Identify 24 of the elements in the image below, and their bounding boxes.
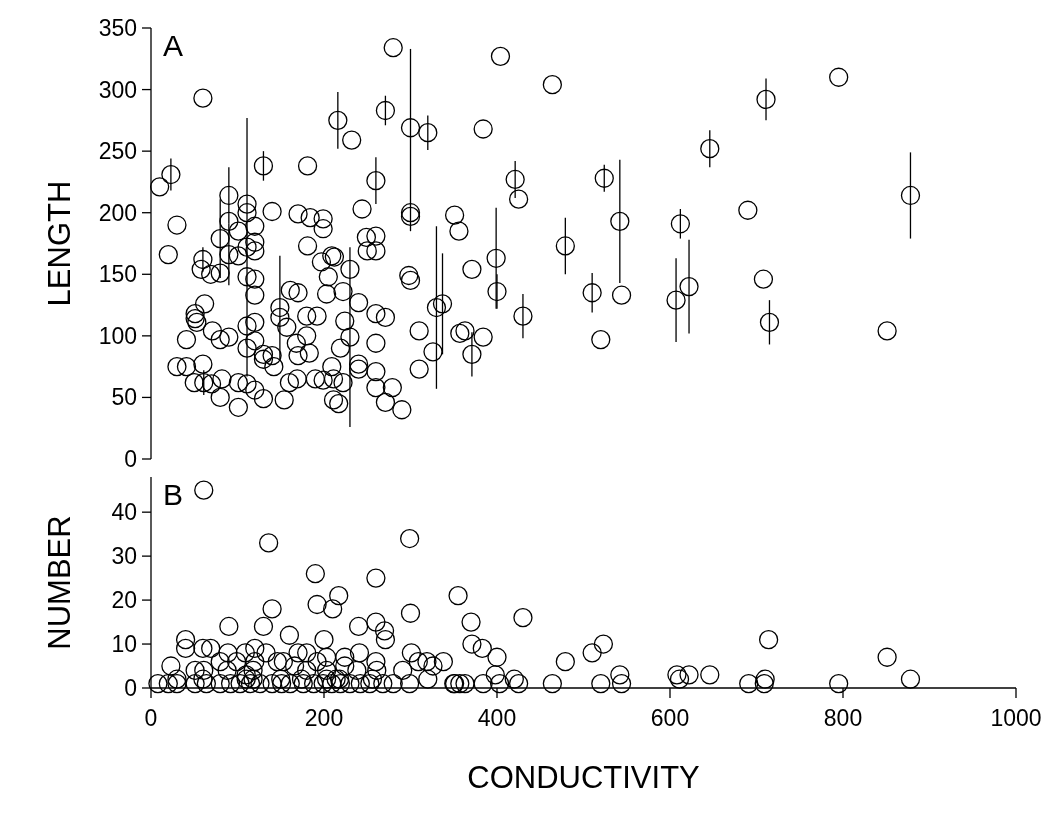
y-tick-label: 30	[111, 543, 137, 570]
y-tick-label: 250	[98, 138, 137, 165]
y-tick-label: 20	[111, 587, 137, 614]
y-tick-label: 0	[124, 446, 137, 473]
annotation: B	[163, 478, 184, 511]
y-tick-label: 300	[98, 76, 137, 103]
y-tick-label: 100	[98, 322, 137, 349]
y-tick-label: 10	[111, 631, 137, 658]
y-tick-label: 350	[98, 15, 137, 42]
x-axis-title: CONDUCTIVITY	[467, 760, 700, 795]
y-tick-label: 0	[124, 675, 137, 702]
x-tick-label: 400	[477, 705, 517, 731]
y-tick-label: 150	[98, 261, 137, 288]
y-axis-title: LENGTH	[41, 180, 77, 307]
x-tick-label: 200	[304, 705, 344, 731]
y-tick-label: 200	[98, 199, 137, 226]
x-tick-label: 1000	[990, 705, 1042, 731]
y-tick-label: 40	[111, 499, 137, 526]
y-tick-label: 50	[111, 384, 137, 411]
annotation: A	[163, 29, 184, 62]
x-tick-label: 0	[144, 705, 158, 731]
x-tick-label: 800	[823, 705, 863, 731]
y-axis-title: NUMBER	[41, 515, 77, 650]
x-tick-label: 600	[650, 705, 690, 731]
